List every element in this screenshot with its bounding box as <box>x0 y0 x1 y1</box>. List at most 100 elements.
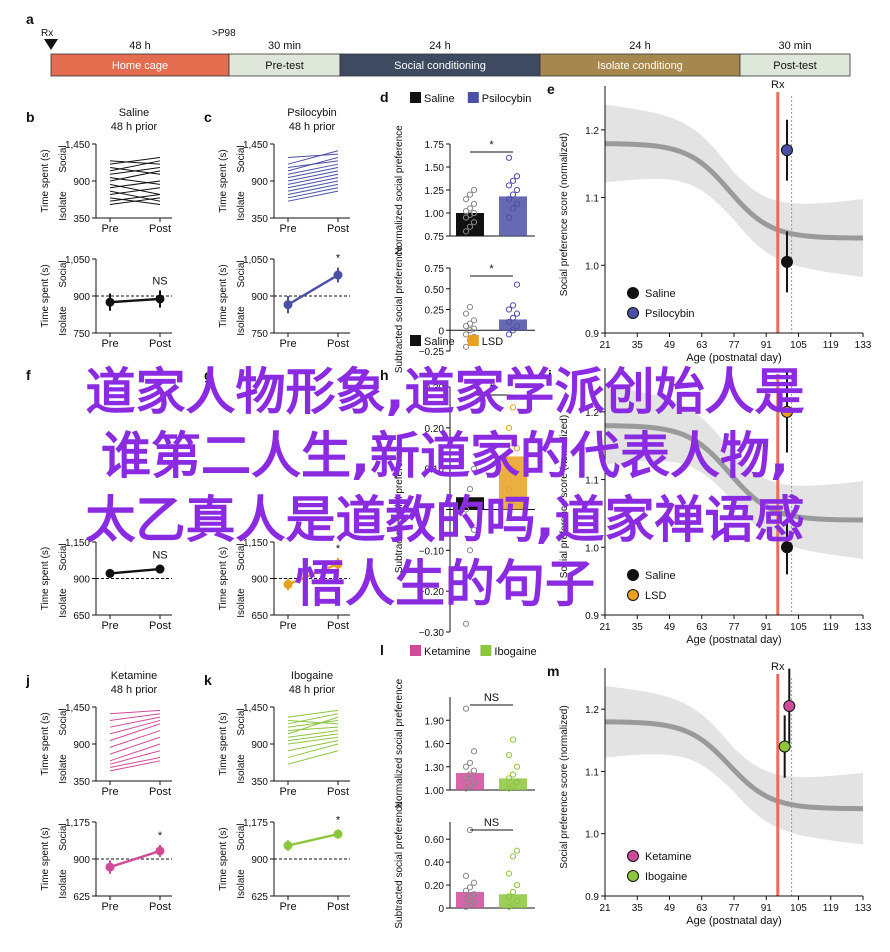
legend-label: LSD <box>482 336 503 348</box>
timeline-segment-label: Post-test <box>773 60 816 72</box>
y-axis-label: Subtracted social preference <box>394 445 405 573</box>
x-tick-label: 105 <box>790 340 807 351</box>
series-line <box>287 163 339 175</box>
x-tick-label: 35 <box>632 340 644 351</box>
y-tick-label: 1,175 <box>243 818 268 829</box>
timeline-duration-label: 30 min <box>778 40 811 52</box>
x-tick-label: Post <box>149 620 171 632</box>
series-line <box>287 709 339 718</box>
data-point <box>513 186 521 194</box>
y-tick-label: −0.20 <box>419 587 445 598</box>
mean-point <box>105 862 115 872</box>
data-point <box>780 255 793 268</box>
y-axis-label: Time spent (s) <box>218 547 229 611</box>
x-tick-label: 91 <box>761 622 773 633</box>
legend-marker <box>627 850 639 862</box>
mean-line <box>109 297 161 304</box>
trend-line <box>604 719 864 812</box>
legend-swatch <box>467 92 479 103</box>
panel-letter: c <box>204 109 212 125</box>
y-tick-label: 1,050 <box>243 255 268 266</box>
y-tick-label: 1.50 <box>425 163 445 174</box>
y-axis-isolate-label: Isolate <box>58 588 69 618</box>
data-point <box>462 228 470 235</box>
y-tick-label: 1.0 <box>585 543 599 554</box>
series-line <box>109 193 161 202</box>
x-tick-label: Pre <box>101 901 118 913</box>
y-tick-label: 900 <box>251 177 268 188</box>
data-point <box>466 759 474 766</box>
data-point <box>470 779 478 786</box>
mean-line <box>287 562 339 586</box>
data-point <box>470 219 478 226</box>
y-axis-social-label: Social <box>236 543 247 570</box>
y-tick-label: 0.20 <box>425 424 445 435</box>
mean-line <box>109 849 161 869</box>
series-line <box>287 726 339 732</box>
y-tick-label: 1.1 <box>585 476 599 487</box>
legend-label: Ketamine <box>424 646 470 658</box>
y-tick-label: −0.25 <box>419 347 445 358</box>
y-tick-label: −0.10 <box>419 546 445 557</box>
y-axis-social-label: Social <box>236 708 247 735</box>
timeline-duration-label: 24 h <box>429 40 450 52</box>
legend-swatch <box>480 645 492 656</box>
data-point <box>513 779 521 786</box>
x-tick-label: 63 <box>696 903 708 914</box>
series-line <box>287 173 339 185</box>
data-point <box>466 303 474 311</box>
data-point <box>509 191 517 198</box>
data-point <box>470 891 478 898</box>
y-tick-label: 750 <box>73 329 90 340</box>
y-tick-label: 1.0 <box>585 830 599 841</box>
legend-swatch <box>410 645 421 656</box>
significance-label: * <box>336 543 341 555</box>
x-tick-label: 119 <box>823 903 839 914</box>
y-tick-label: 0.9 <box>585 892 599 903</box>
data-point <box>470 748 478 755</box>
panel-letter: d <box>380 89 389 105</box>
y-axis-social-label: Social <box>58 708 69 735</box>
y-tick-label: 1,450 <box>65 140 90 151</box>
data-point <box>505 870 513 877</box>
series-line <box>287 740 339 752</box>
data-point <box>470 465 478 472</box>
data-point <box>466 783 474 790</box>
data-point <box>505 182 513 189</box>
data-point <box>509 177 517 184</box>
mean-point <box>283 841 293 851</box>
bar <box>499 196 527 236</box>
data-point <box>509 853 517 860</box>
chart-subtitle: 48 h prior <box>111 684 158 696</box>
panel-letter: i <box>548 367 552 383</box>
legend-swatch <box>410 335 421 346</box>
panel-letter: m <box>547 663 559 679</box>
data-point <box>462 872 470 879</box>
data-point <box>513 200 521 207</box>
data-point <box>509 302 517 309</box>
y-tick-label: 650 <box>251 611 268 622</box>
x-tick-label: Pre <box>279 901 296 913</box>
series-line <box>287 190 339 202</box>
significance-label: * <box>489 139 494 151</box>
data-point <box>466 205 474 212</box>
mean-point <box>333 559 343 569</box>
panel-letter: e <box>547 81 555 97</box>
y-tick-label: 1,050 <box>65 255 90 266</box>
panel-letter: k <box>204 672 212 688</box>
y-axis-social-label: Social <box>236 823 247 850</box>
y-tick-label: 900 <box>73 740 90 751</box>
significance-label: * <box>336 253 341 265</box>
mean-line <box>109 567 161 575</box>
legend-label: Ibogaine <box>494 646 536 658</box>
timeline-segment-label: Isolate conditiong <box>597 60 683 72</box>
series-line <box>287 187 339 199</box>
data-point <box>513 323 521 330</box>
y-axis-isolate-label: Isolate <box>236 306 247 336</box>
y-tick-label: 900 <box>73 177 90 188</box>
chart-subtitle: 48 h prior <box>289 121 336 133</box>
series-line <box>109 170 161 182</box>
data-point <box>505 775 513 782</box>
trend-line <box>604 423 864 523</box>
